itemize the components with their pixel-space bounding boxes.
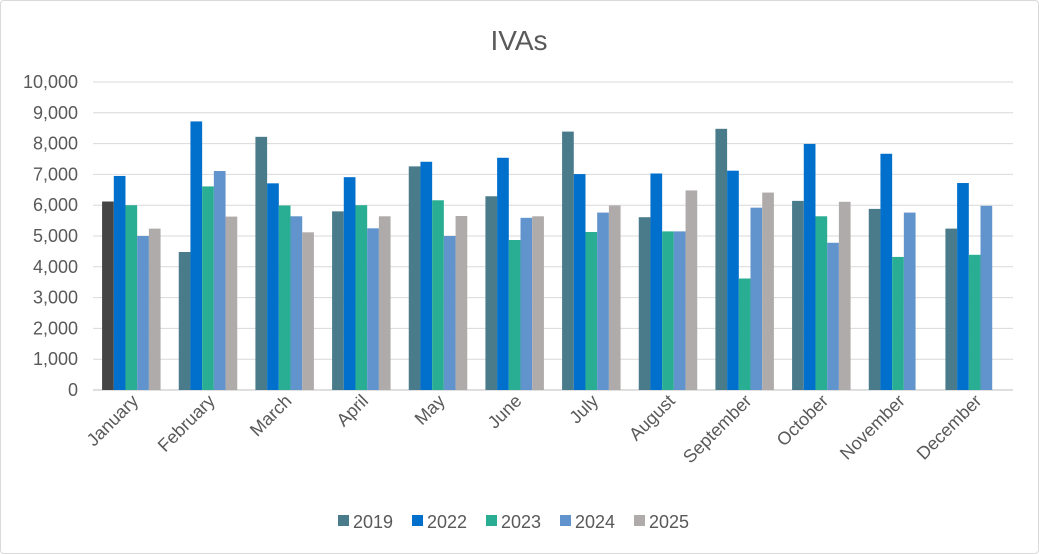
legend-swatch [560, 515, 571, 526]
bar-2019-december [945, 228, 958, 390]
y-tick-label: 2,000 [33, 318, 78, 338]
bar-2019-september [715, 128, 728, 391]
bar-2024-december [980, 205, 993, 390]
bar-2023-august [662, 231, 674, 390]
y-tick-label: 0 [68, 380, 78, 400]
bar-2019-april [332, 211, 344, 390]
bar-2024-august [673, 231, 686, 390]
x-tick-label: September [679, 391, 755, 467]
y-tick-label: 8,000 [33, 134, 78, 154]
legend-swatch [412, 515, 423, 526]
bar-2025-february [225, 216, 238, 390]
bar-2025-june [532, 216, 544, 390]
bar-2019-november [868, 208, 881, 390]
y-tick-label: 9,000 [33, 103, 78, 123]
x-tick-label: April [333, 391, 373, 431]
bar-2019-january [102, 201, 114, 390]
bar-2019-may [408, 166, 421, 390]
bar-2022-april [343, 177, 356, 390]
bar-2022-march [267, 183, 279, 390]
bar-2022-december [957, 183, 969, 390]
bar-2024-january [137, 236, 149, 390]
y-tick-label: 7,000 [33, 164, 78, 184]
legend-label: 2024 [575, 512, 615, 532]
bar-2024-june [520, 217, 533, 390]
bar-2025-september [762, 192, 774, 390]
bar-2023-december [968, 254, 981, 390]
chart-title: IVAs [490, 25, 547, 56]
legend-label: 2023 [501, 512, 541, 532]
bar-2024-july [597, 212, 609, 390]
bar-2025-march [302, 232, 314, 390]
x-tick-label: August [625, 391, 679, 445]
bar-2019-march [255, 136, 268, 390]
bar-2023-april [355, 205, 368, 390]
bar-2024-april [367, 228, 379, 390]
legend-swatch [634, 515, 645, 526]
bar-2023-july [585, 231, 598, 390]
y-tick-label: 6,000 [33, 195, 78, 215]
x-tick-label: July [565, 391, 602, 428]
x-tick-label: November [836, 391, 909, 464]
bar-2025-october [838, 201, 851, 390]
bar-2025-july [608, 205, 621, 390]
bar-2022-january [113, 175, 126, 390]
bar-2023-march [278, 205, 291, 390]
bar-2019-october [792, 200, 804, 390]
bar-2022-may [420, 161, 433, 390]
y-tick-label: 4,000 [33, 257, 78, 277]
y-tick-label: 5,000 [33, 226, 78, 246]
bar-2022-july [573, 174, 586, 390]
bar-2023-november [892, 256, 904, 390]
bar-2023-february [202, 186, 214, 390]
bar-2022-june [497, 157, 509, 390]
y-tick-label: 1,000 [33, 349, 78, 369]
x-tick-label: January [83, 391, 142, 450]
bar-2019-june [485, 196, 498, 390]
bar-2022-september [727, 170, 739, 390]
bar-2019-august [638, 217, 651, 390]
bar-2022-october [803, 143, 816, 390]
legend-swatch [338, 515, 349, 526]
bar-2019-february [178, 252, 191, 390]
bar-2024-september [750, 207, 763, 390]
bar-2022-august [650, 173, 663, 390]
x-tick-label: June [484, 391, 526, 433]
bar-2024-may [443, 236, 456, 390]
bar-2025-april [378, 216, 391, 390]
bar-2025-august [685, 190, 698, 390]
bar-2025-january [148, 228, 161, 390]
bar-2024-february [213, 171, 226, 390]
bar-2023-january [125, 205, 138, 390]
bar-2023-september [738, 278, 751, 390]
legend-label: 2022 [427, 512, 467, 532]
x-tick-label: October [773, 391, 832, 450]
bar-2024-november [903, 212, 916, 390]
x-tick-label: December [913, 391, 986, 464]
bar-2019-july [562, 131, 574, 390]
legend-label: 2025 [649, 512, 689, 532]
bar-2023-october [815, 216, 828, 390]
bar-2025-may [455, 215, 468, 390]
bar-2022-february [190, 121, 203, 390]
x-tick-label: March [246, 391, 296, 441]
y-tick-label: 10,000 [23, 72, 78, 92]
legend-swatch [486, 515, 497, 526]
legend-label: 2019 [353, 512, 393, 532]
bar-2023-june [508, 240, 521, 390]
bar-2023-may [432, 200, 444, 390]
y-tick-label: 3,000 [33, 288, 78, 308]
bar-2024-march [290, 216, 303, 390]
bar-2024-october [827, 242, 839, 390]
x-tick-label: February [154, 391, 219, 456]
bar-2022-november [880, 153, 893, 390]
x-tick-label: May [411, 391, 449, 429]
